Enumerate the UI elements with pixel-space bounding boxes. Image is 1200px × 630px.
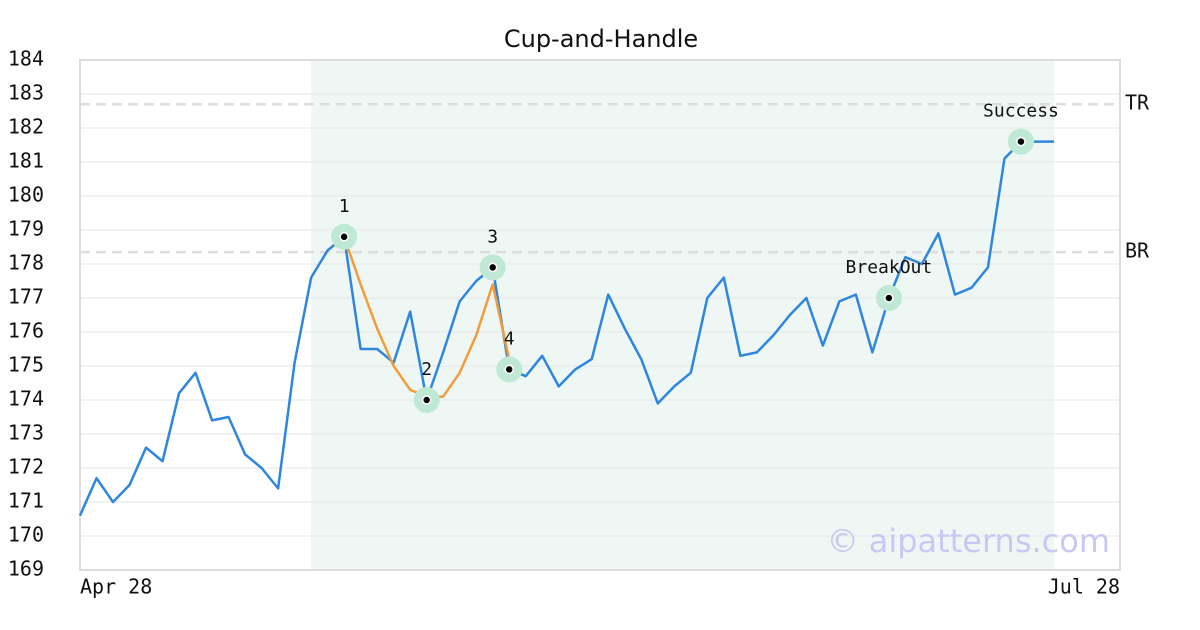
point-label: 3	[487, 226, 498, 247]
y-tick-label: 182	[8, 115, 44, 139]
y-tick-label: 177	[8, 285, 44, 309]
y-tick-label: 179	[8, 217, 44, 241]
y-tick-label: 173	[8, 421, 44, 445]
point-label: BreakOut	[846, 257, 933, 278]
y-tick-label: 174	[8, 387, 44, 411]
point-dot	[339, 232, 349, 242]
plot-frame	[79, 59, 1121, 571]
y-tick-label: 169	[8, 557, 44, 581]
y-tick-label: 183	[8, 81, 44, 105]
point-label: Success	[983, 101, 1059, 122]
point-dot	[504, 364, 514, 375]
level-label: TR	[1125, 91, 1150, 115]
x-tick-label: Apr 28	[80, 575, 152, 599]
y-tick-label: 176	[8, 319, 44, 343]
point-dot	[487, 262, 498, 273]
y-tick-label: 170	[8, 523, 44, 547]
y-tick-label: 181	[8, 149, 44, 173]
y-tick-label: 184	[8, 47, 44, 71]
watermark: © aipatterns.com	[827, 522, 1110, 560]
point-dot	[1016, 136, 1026, 147]
x-tick-label: Jul 28	[1048, 575, 1120, 599]
y-tick-label: 178	[8, 251, 44, 275]
y-tick-label: 180	[8, 183, 44, 207]
point-label: 2	[421, 359, 432, 380]
level-label: BR	[1125, 239, 1150, 263]
highlight-band	[311, 60, 1054, 570]
y-tick-label: 175	[8, 353, 44, 377]
chart-title: Cup-and-Handle	[504, 25, 698, 53]
y-tick-label: 171	[8, 489, 44, 513]
point-label: 1	[339, 196, 350, 217]
point-label: 4	[504, 328, 515, 349]
y-tick-label: 172	[8, 455, 44, 479]
point-dot	[884, 293, 894, 303]
point-dot	[421, 395, 432, 405]
